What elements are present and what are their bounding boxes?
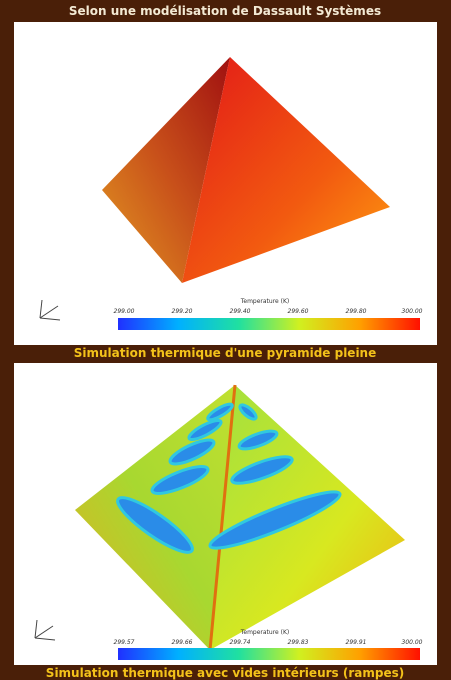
pyramid-face [102,57,230,283]
legend-tick: 300.00 [402,639,423,646]
pyramid-edge [208,384,237,651]
legend-tick: 299.57 [114,639,135,646]
legend-tick: 299.83 [288,639,309,646]
legend-tick: 299.74 [230,639,251,646]
color-bar [118,318,420,330]
legend-tick: 299.40 [230,308,251,315]
legend-tick: 299.60 [288,308,309,315]
pyramid-face [182,57,390,283]
caption: Simulation thermique avec vides intérieu… [46,666,404,680]
legend-tick: 299.20 [172,308,193,315]
legend-tick: 299.66 [172,639,193,646]
axis-triad [39,299,61,321]
ramps [116,402,342,554]
legend-title: Temperature (K) [240,298,290,305]
legend-tick: 299.91 [346,639,367,646]
legend-tick: 299.00 [114,308,135,315]
color-bar [118,648,420,660]
title: Selon une modélisation de Dassault Systè… [69,4,381,18]
caption: Simulation thermique d'une pyramide plei… [74,346,376,360]
legend-tick: 300.00 [402,308,423,315]
axis-triad [34,619,56,641]
legend-tick: 299.80 [346,308,367,315]
legend-title: Temperature (K) [240,629,290,636]
